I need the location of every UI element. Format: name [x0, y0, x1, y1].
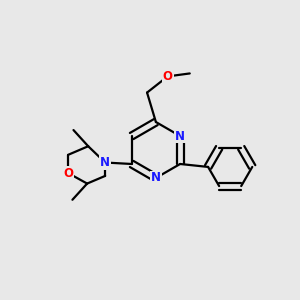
Text: N: N [100, 156, 110, 169]
Text: N: N [175, 130, 185, 142]
Text: O: O [163, 70, 173, 83]
Text: N: N [151, 172, 161, 184]
Text: O: O [63, 167, 73, 179]
